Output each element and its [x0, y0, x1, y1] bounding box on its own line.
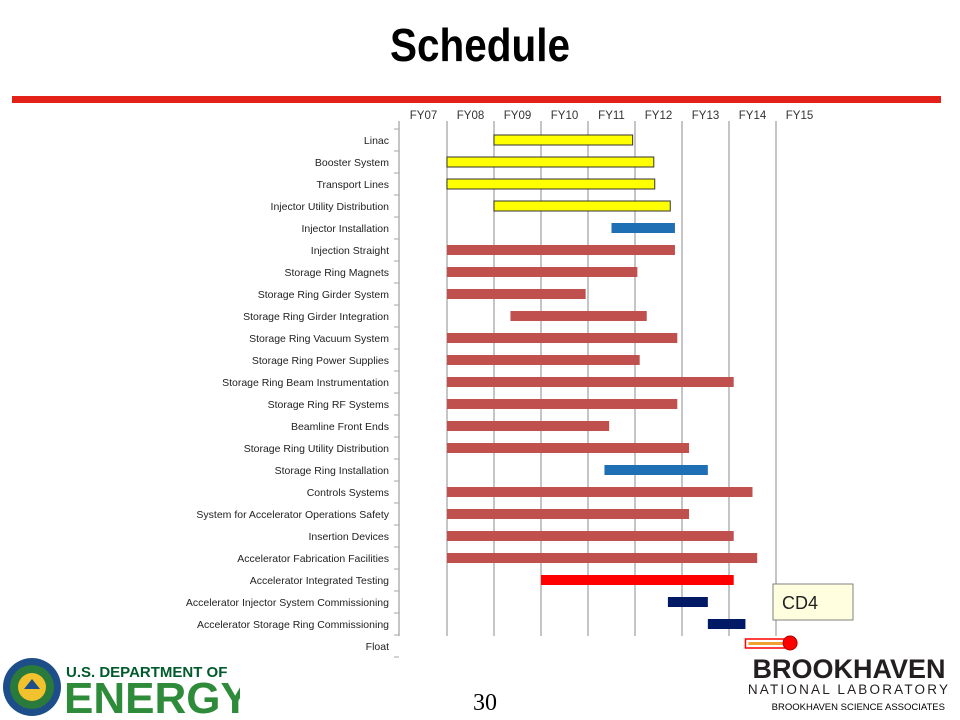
gantt-task-bar [447, 421, 610, 431]
doe-logo-line1: U.S. DEPARTMENT OF [66, 664, 227, 681]
gantt-task-bar [447, 487, 753, 497]
gantt-task-label: Storage Ring Beam Instrumentation [222, 377, 389, 389]
gantt-task-bar [447, 553, 758, 563]
gantt-task-label: Controls Systems [307, 487, 389, 499]
gantt-x-tick-label: FY09 [504, 110, 532, 122]
gantt-task-label: Transport Lines [316, 179, 389, 191]
gantt-task-label: Accelerator Storage Ring Commissioning [197, 619, 389, 631]
gantt-task-bar [604, 465, 708, 475]
gantt-task-label: Storage Ring Girder Integration [243, 311, 389, 323]
gantt-task-bar [447, 289, 586, 299]
gantt-task-label: Storage Ring Vacuum System [249, 333, 389, 345]
title-accent-rule [12, 96, 941, 103]
cd4-callout-box [772, 583, 854, 621]
doe-logo: U.S. DEPARTMENT OF ENERGY [3, 658, 240, 720]
gantt-x-tick-label: FY13 [692, 110, 720, 122]
bnl-logo: BROOKHAVEN NATIONAL LABORATORY [748, 656, 950, 697]
gantt-task-label: Storage Ring Utility Distribution [244, 443, 389, 455]
gantt-task-label: Storage Ring RF Systems [268, 399, 389, 411]
gantt-x-tick-label: FY07 [410, 110, 438, 122]
gantt-x-tick-label: FY11 [598, 110, 625, 122]
gantt-task-label: Linac [364, 135, 389, 147]
gantt-task-label: Injection Straight [311, 245, 389, 257]
footer-organization-text: BROOKHAVEN SCIENCE ASSOCIATES [771, 702, 945, 713]
gantt-task-label: Beamline Front Ends [291, 421, 389, 433]
gantt-task-bar [446, 156, 655, 168]
gantt-task-label: Accelerator Integrated Testing [250, 575, 389, 587]
gantt-task-bar [447, 531, 734, 541]
doe-logo-line2: ENERGY [64, 674, 240, 720]
gantt-task-bar [447, 355, 640, 365]
gantt-x-tick-label: FY15 [786, 110, 814, 122]
gantt-task-bar [541, 575, 734, 585]
gantt-task-bar [447, 377, 734, 387]
gantt-float-fill [748, 642, 788, 645]
gantt-task-label: Storage Ring Installation [275, 465, 390, 477]
slide-title: Schedule [390, 19, 570, 71]
gantt-task-bar [447, 443, 690, 453]
cd4-callout-label: CD4 [782, 593, 818, 613]
gantt-task-bar [611, 223, 675, 233]
gantt-x-tick-label: FY08 [457, 110, 485, 122]
gantt-task-label: Injector Installation [301, 223, 389, 235]
page-number: 30 [473, 690, 497, 716]
gantt-task-bar [447, 245, 675, 255]
bnl-logo-line2: NATIONAL LABORATORY [748, 682, 950, 697]
gantt-task-label: Accelerator Injector System Commissionin… [186, 597, 389, 609]
cd4-milestone-marker [782, 635, 798, 651]
gantt-task-label: Accelerator Fabrication Facilities [237, 553, 389, 565]
gantt-task-bar [510, 311, 647, 321]
gantt-task-label: System for Accelerator Operations Safety [196, 509, 389, 521]
bnl-logo-line1: BROOKHAVEN [752, 656, 945, 684]
gantt-x-tick-label: FY10 [551, 110, 579, 122]
gantt-task-label: Insertion Devices [308, 531, 389, 543]
gantt-task-bar [493, 134, 634, 146]
gantt-task-bar [447, 509, 690, 519]
gantt-task-bar [446, 178, 656, 190]
gantt-task-label: Storage Ring Girder System [258, 289, 390, 301]
gantt-task-bar [447, 267, 638, 277]
gantt-task-bar [667, 597, 708, 607]
gantt-task-bar [447, 333, 678, 343]
gantt-task-label: Injector Utility Distribution [271, 201, 390, 213]
gantt-task-label: Storage Ring Power Supplies [252, 355, 389, 367]
gantt-x-tick-label: FY14 [739, 110, 767, 122]
gantt-task-bar [493, 200, 671, 212]
gantt-task-label: Float [366, 641, 389, 653]
gantt-task-bar [447, 399, 678, 409]
gantt-task-label: Booster System [315, 157, 389, 169]
gantt-task-label: Storage Ring Magnets [285, 267, 389, 279]
gantt-x-tick-label: FY12 [645, 110, 673, 122]
gantt-task-bar [707, 619, 746, 629]
